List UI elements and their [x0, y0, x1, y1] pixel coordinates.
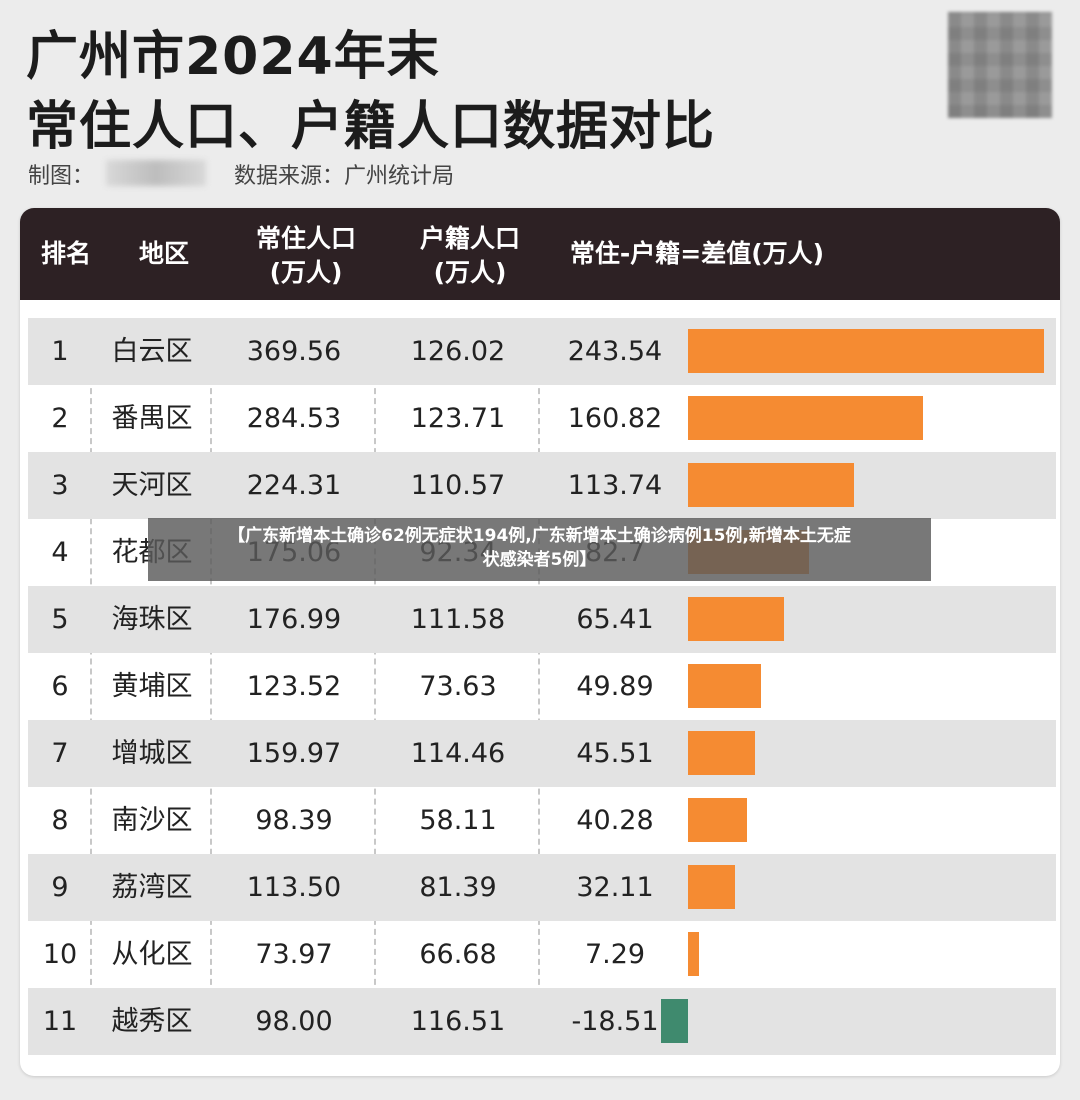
title-line-2: 常住人口、户籍人口数据对比	[26, 97, 716, 157]
rank-cell: 2	[51, 403, 69, 434]
registered-cell: 123.71	[410, 403, 506, 434]
resident-cell: 176.99	[246, 604, 342, 635]
credit-label: 制图：	[28, 164, 95, 189]
difference-bar	[688, 865, 735, 909]
rank-cell: 4	[51, 537, 69, 568]
difference-bar	[688, 664, 761, 708]
district-cell: 天河区	[111, 470, 193, 501]
resident-cell: 98.39	[255, 805, 333, 836]
difference-bar	[688, 396, 924, 440]
rank-cell: 6	[51, 671, 69, 702]
table-row: 7 增城区 159.97 114.46 45.51	[28, 720, 1056, 787]
table-row: 3 天河区 224.31 110.57 113.74	[28, 452, 1056, 519]
header-resident: 常住人口 (万人)	[255, 224, 356, 287]
difference-bar	[688, 798, 747, 842]
table-row: 2 番禺区 284.53 123.71 160.82	[28, 385, 1056, 452]
difference-cell: 45.51	[576, 738, 654, 769]
table-row: 1 白云区 369.56 126.02 243.54	[28, 318, 1056, 385]
resident-cell: 98.00	[255, 1006, 333, 1037]
registered-cell: 111.58	[410, 604, 506, 635]
banner-line-1: 【广东新增本土确诊62例无症状194例,广东新增本土确诊病例15例,新增本土无症	[228, 526, 851, 546]
rank-cell: 10	[42, 939, 78, 970]
difference-cell: 32.11	[576, 872, 654, 903]
resident-cell: 73.97	[255, 939, 333, 970]
registered-cell: 73.63	[419, 671, 497, 702]
difference-bar	[688, 463, 855, 507]
header-registered: 户籍人口 (万人)	[419, 224, 520, 287]
banner-line-2: 状感染者5例】	[482, 550, 597, 570]
qr-code-image	[948, 12, 1052, 118]
district-cell: 海珠区	[111, 604, 193, 635]
district-cell: 白云区	[111, 336, 193, 367]
difference-cell: 243.54	[567, 336, 663, 367]
district-cell: 番禺区	[111, 403, 193, 434]
column-divider	[210, 318, 212, 1055]
rank-cell: 3	[51, 470, 69, 501]
data-table-card: 排名 地区 常住人口 (万人) 户籍人口 (万人) 常住-户籍=差值(万人) 1…	[20, 208, 1060, 1076]
rank-cell: 9	[51, 872, 69, 903]
difference-bar	[688, 932, 699, 976]
registered-cell: 58.11	[419, 805, 497, 836]
header-district: 地区	[138, 239, 189, 268]
table-row: 11 越秀区 98.00 116.51 -18.51	[28, 988, 1056, 1055]
difference-bar	[688, 329, 1044, 373]
difference-cell: -18.51	[571, 1006, 659, 1037]
registered-cell: 126.02	[410, 336, 506, 367]
resident-cell: 284.53	[246, 403, 342, 434]
registered-cell: 116.51	[410, 1006, 506, 1037]
difference-cell: 49.89	[576, 671, 654, 702]
district-cell: 增城区	[111, 738, 193, 769]
table-row: 9 荔湾区 113.50 81.39 32.11	[28, 854, 1056, 921]
registered-cell: 81.39	[419, 872, 497, 903]
news-banner-overlay: 【广东新增本土确诊62例无症状194例,广东新增本土确诊病例15例,新增本土无症…	[148, 518, 931, 581]
rank-cell: 5	[51, 604, 69, 635]
column-divider	[538, 318, 540, 1055]
table-row: 6 黄埔区 123.52 73.63 49.89	[28, 653, 1056, 720]
title-line-1: 广州市2024年末	[26, 27, 440, 87]
difference-cell: 65.41	[576, 604, 654, 635]
district-cell: 越秀区	[111, 1006, 193, 1037]
difference-bar	[688, 597, 784, 641]
resident-cell: 113.50	[246, 872, 342, 903]
column-divider	[90, 318, 92, 1055]
table-row: 8 南沙区 98.39 58.11 40.28	[28, 787, 1056, 854]
resident-cell: 123.52	[246, 671, 342, 702]
table-row: 10 从化区 73.97 66.68 7.29	[28, 921, 1056, 988]
difference-cell: 40.28	[576, 805, 654, 836]
resident-cell: 159.97	[246, 738, 342, 769]
resident-cell: 224.31	[246, 470, 342, 501]
district-cell: 南沙区	[111, 805, 193, 836]
difference-bar	[688, 731, 755, 775]
district-cell: 黄埔区	[111, 671, 193, 702]
district-cell: 从化区	[111, 939, 193, 970]
header-rank: 排名	[40, 239, 91, 268]
registered-cell: 66.68	[419, 939, 497, 970]
difference-cell: 160.82	[567, 403, 663, 434]
rank-cell: 11	[42, 1006, 78, 1037]
difference-cell: 7.29	[584, 939, 646, 970]
registered-cell: 110.57	[410, 470, 506, 501]
header-difference: 常住-户籍=差值(万人)	[569, 239, 825, 268]
resident-cell: 369.56	[246, 336, 342, 367]
table-header: 排名 地区 常住人口 (万人) 户籍人口 (万人) 常住-户籍=差值(万人)	[20, 208, 1060, 300]
table-row: 5 海珠区 176.99 111.58 65.41	[28, 586, 1056, 653]
district-cell: 荔湾区	[111, 872, 193, 903]
column-divider	[374, 318, 376, 1055]
difference-bar	[660, 999, 688, 1043]
rank-cell: 8	[51, 805, 69, 836]
rank-cell: 7	[51, 738, 69, 769]
difference-cell: 113.74	[567, 470, 663, 501]
registered-cell: 114.46	[410, 738, 506, 769]
table-body: 1 白云区 369.56 126.02 243.54 2 番禺区 284.53 123.71 16…	[28, 318, 1056, 1055]
blurred-author-name	[106, 160, 206, 186]
data-source: 数据来源：广州统计局	[234, 164, 455, 189]
rank-cell: 1	[51, 336, 69, 367]
